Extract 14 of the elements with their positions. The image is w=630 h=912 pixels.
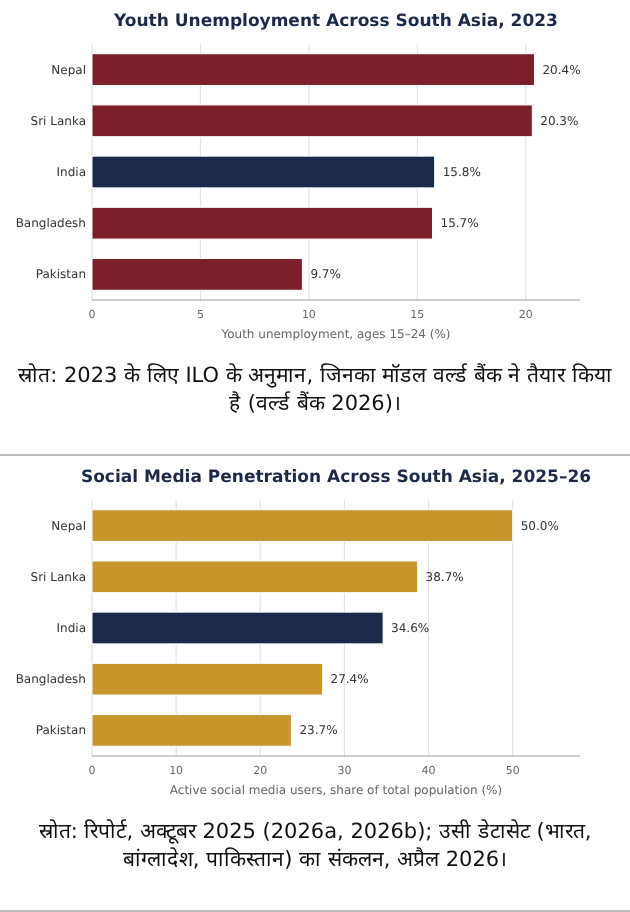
bar: [91, 155, 436, 189]
text: स्रोत: 2023 के लिए ILO के अनुमान, जिनका मॉडल वर्ल्ड बैंक ने तैयार किया है (वर्ल्ड बैंक 2026)।: [16, 361, 614, 419]
bar: [91, 258, 303, 291]
bar: [91, 53, 535, 86]
text: स्रोत: रिपोर्ट, अक्टूबर 2025 (2026a, 2026b); उसी डेटासेट (भारत, बांग्लादेश, पाकिस्तान) का संकलन, अप्रैल 2026।: [36, 817, 594, 875]
bar: [91, 714, 292, 747]
bar: [91, 206, 434, 240]
bar: [91, 560, 419, 594]
bar: [91, 104, 533, 138]
chart-title: Youth Unemployment Across South Asia, 2023: [112, 12, 559, 32]
bar: [91, 611, 384, 645]
bar: [91, 509, 514, 542]
bar: [91, 662, 324, 696]
chart-title: Social Media Penetration Across South Asia, 2025–26: [80, 468, 592, 488]
